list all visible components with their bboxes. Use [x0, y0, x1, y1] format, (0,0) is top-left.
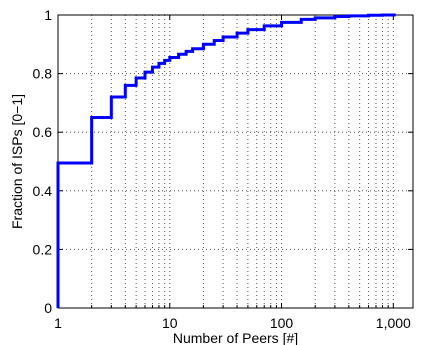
y-axis-label: Fraction of ISPs [0−1]: [9, 94, 25, 229]
tick-labels: 1 10 100 1,000 0 0.2 0.4 0.6 0.8 1: [33, 7, 412, 331]
y-tick-label: 0.6: [33, 124, 53, 140]
cdf-line: [56, 13, 396, 308]
axis-ticks: [57, 14, 413, 309]
y-tick-label: 0.2: [33, 241, 53, 257]
grid-lines: [58, 15, 413, 308]
series-marks: [56, 13, 396, 308]
y-tick-label: 0: [44, 300, 52, 316]
y-tick-label: 0.4: [33, 183, 53, 199]
y-tick-label: 0.8: [33, 66, 53, 82]
y-tick-label: 1: [44, 7, 52, 23]
x-tick-label: 1: [54, 315, 62, 331]
x-tick-label: 1,000: [376, 315, 411, 331]
x-tick-label: 100: [270, 315, 294, 331]
x-axis-label: Number of Peers [#]: [173, 330, 298, 345]
x-tick-label: 10: [162, 315, 178, 331]
plot-frame: [57, 14, 414, 309]
